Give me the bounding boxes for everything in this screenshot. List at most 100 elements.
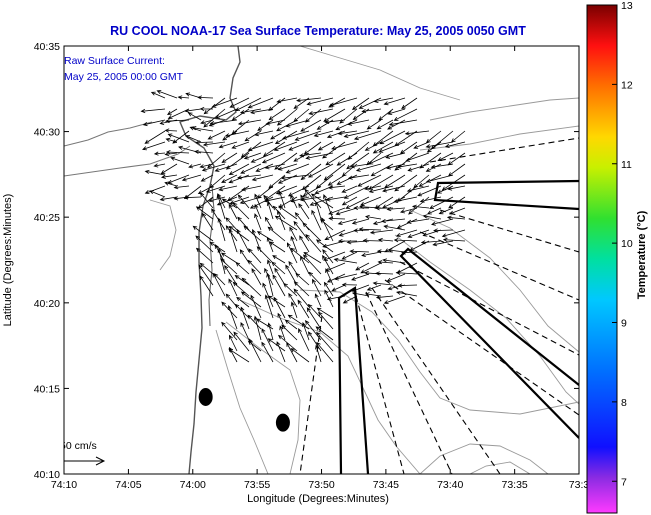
current-vector	[255, 163, 274, 172]
current-vector	[225, 217, 238, 231]
current-vector	[188, 163, 202, 169]
current-vector	[393, 196, 418, 204]
radar-sites	[198, 387, 290, 432]
current-vector	[355, 262, 370, 271]
current-vector	[268, 108, 286, 121]
current-vector	[406, 218, 430, 224]
y-tick-label-0: 40:10	[34, 469, 60, 481]
current-vector	[287, 314, 310, 330]
current-vector	[304, 320, 322, 341]
current-vector	[199, 275, 214, 297]
current-vector	[328, 207, 346, 215]
current-vector	[220, 252, 238, 264]
bathymetry-contours	[149, 46, 579, 474]
current-vector	[191, 126, 214, 132]
current-vector	[276, 119, 298, 132]
current-vector	[177, 95, 190, 100]
current-vector	[264, 267, 274, 286]
current-vector	[372, 141, 394, 154]
current-vector	[195, 206, 214, 220]
current-vector	[221, 152, 238, 164]
current-vector	[388, 119, 418, 127]
current-vector	[383, 295, 406, 304]
x-axis: 74:10 74:05 74:00 73:55 73:50 73:45 73:40 73:35…	[51, 46, 589, 491]
current-vector	[181, 174, 202, 182]
current-vector	[368, 185, 394, 193]
current-vector	[274, 152, 298, 170]
current-vector	[153, 163, 166, 168]
current-vector	[342, 295, 358, 304]
current-vector	[228, 163, 250, 176]
current-vector	[368, 152, 394, 165]
current-vector	[290, 194, 298, 209]
current-vector	[195, 247, 214, 264]
current-vector	[266, 201, 274, 220]
current-vector	[358, 227, 382, 232]
current-vector	[167, 108, 190, 119]
current-vector	[203, 108, 226, 128]
annotation-line-1: Raw Surface Current:	[64, 55, 165, 67]
current-vector	[236, 228, 250, 253]
current-vector	[202, 141, 226, 147]
current-vector	[372, 281, 394, 286]
y-tick-label-1: 40:15	[34, 383, 60, 395]
current-vector	[383, 97, 406, 106]
current-vector	[363, 270, 382, 276]
current-vector	[307, 163, 334, 178]
current-vector	[295, 272, 310, 286]
current-vector	[267, 322, 274, 341]
current-vector	[413, 174, 430, 189]
current-vector	[387, 108, 406, 115]
current-vector	[228, 228, 238, 253]
current-vector	[385, 152, 406, 159]
current-vector	[172, 130, 190, 144]
current-vector	[308, 271, 322, 286]
current-vector	[298, 203, 310, 220]
current-vector	[293, 288, 310, 308]
current-vector	[228, 278, 238, 297]
current-vector	[278, 190, 286, 209]
current-vector	[379, 130, 406, 145]
current-vector	[312, 278, 322, 297]
current-vector	[343, 185, 370, 199]
scale-arrow	[64, 456, 106, 466]
current-vector	[425, 141, 454, 149]
current-vector	[351, 97, 370, 111]
colorbar-tick-label-3: 10	[621, 238, 633, 250]
current-vector	[395, 229, 418, 237]
current-vector	[232, 281, 250, 297]
current-vector	[261, 152, 286, 164]
current-vector	[426, 141, 442, 153]
current-vector	[365, 214, 382, 220]
current-vector	[401, 97, 418, 110]
current-vector	[337, 130, 358, 136]
current-vector	[426, 174, 454, 183]
current-vector	[267, 259, 274, 275]
current-vector	[376, 249, 394, 254]
current-vector	[337, 218, 358, 225]
current-vector	[404, 130, 430, 136]
current-vector	[273, 296, 286, 319]
current-vector	[383, 224, 406, 231]
current-vector	[305, 152, 334, 160]
current-vector	[430, 163, 454, 169]
current-vector	[276, 108, 298, 126]
current-vector	[313, 130, 334, 138]
colorbar-tick-label-5: 12	[621, 79, 633, 91]
current-vector	[289, 226, 298, 242]
current-vector	[184, 108, 202, 113]
current-vector	[290, 348, 310, 363]
current-vector	[307, 303, 322, 319]
current-vector	[299, 235, 310, 253]
current-vector	[273, 141, 298, 151]
current-vector	[218, 141, 238, 149]
current-vector	[351, 284, 370, 292]
current-vector	[170, 156, 190, 165]
current-vector	[331, 284, 346, 292]
current-vector	[144, 185, 166, 194]
colorbar-tick-label-6: 13	[621, 0, 633, 12]
current-vector	[199, 163, 214, 169]
current-vector	[236, 296, 250, 308]
current-vector	[281, 324, 298, 341]
current-vector	[382, 185, 406, 193]
